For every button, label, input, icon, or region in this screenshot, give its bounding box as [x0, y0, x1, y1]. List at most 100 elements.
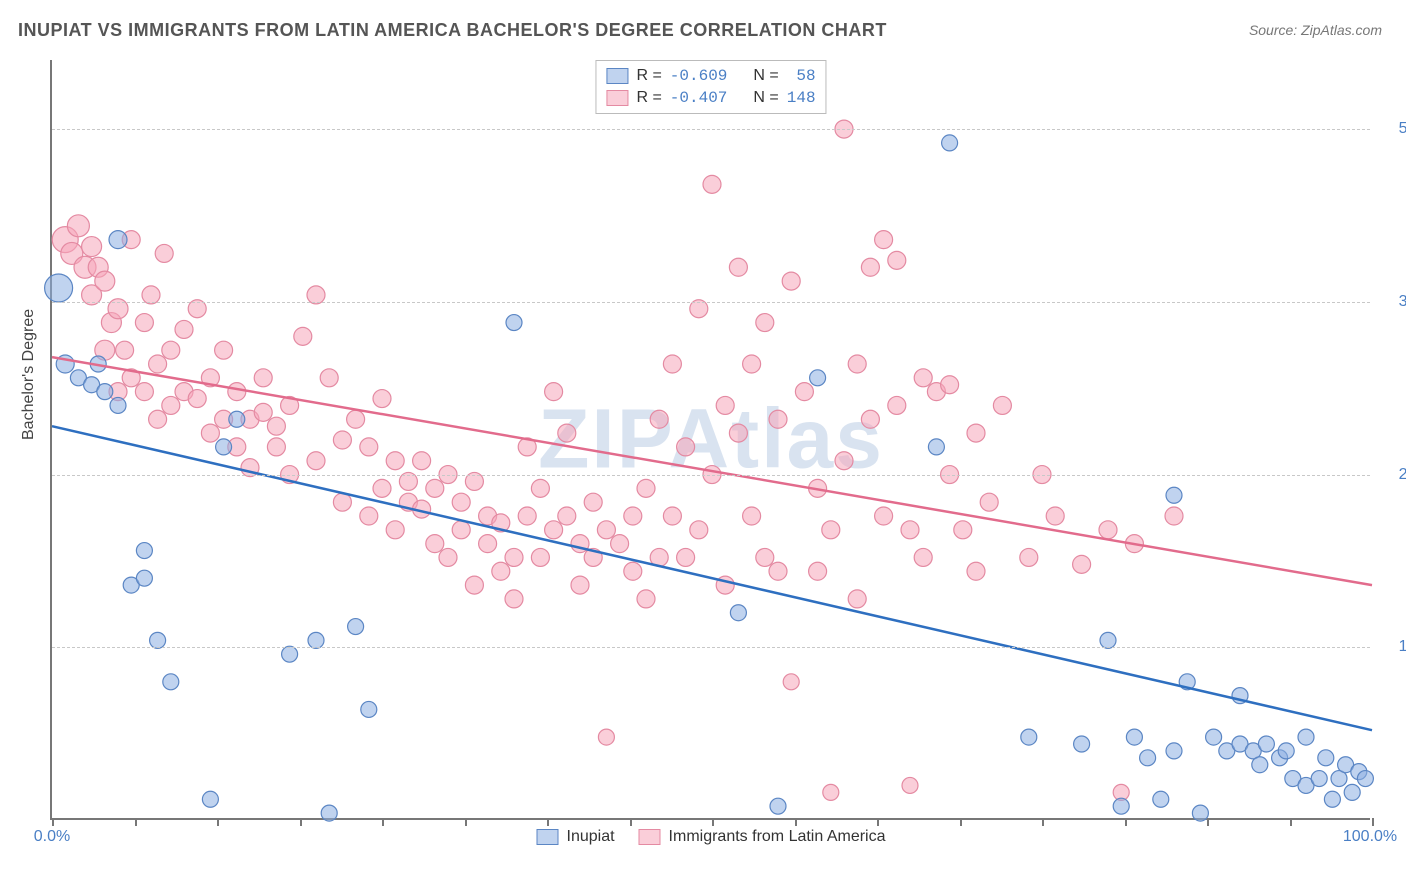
legend-item-inupiat: Inupiat — [537, 828, 615, 846]
scatter-point — [861, 258, 879, 276]
scatter-point — [861, 410, 879, 428]
scatter-point — [360, 438, 378, 456]
scatter-point — [163, 674, 179, 690]
gridline — [52, 647, 1370, 648]
scatter-point — [1318, 750, 1334, 766]
scatter-point — [1357, 771, 1373, 787]
scatter-point — [149, 410, 167, 428]
scatter-point — [770, 798, 786, 814]
scatter-point — [611, 535, 629, 553]
scatter-point — [637, 590, 655, 608]
scatter-point — [597, 521, 615, 539]
scatter-point — [624, 562, 642, 580]
x-tick — [300, 818, 302, 826]
x-tick — [465, 818, 467, 826]
n-label: N = — [753, 87, 778, 109]
scatter-point — [663, 355, 681, 373]
scatter-point — [690, 521, 708, 539]
y-tick-label: 37.5% — [1378, 293, 1406, 311]
x-tick — [382, 818, 384, 826]
y-tick-label: 50.0% — [1378, 120, 1406, 138]
scatter-point — [584, 493, 602, 511]
scatter-point — [452, 521, 470, 539]
scatter-point — [1140, 750, 1156, 766]
scatter-point — [637, 479, 655, 497]
scatter-point — [571, 576, 589, 594]
n-label: N = — [753, 65, 778, 87]
n-value-b: 148 — [787, 87, 816, 109]
scatter-point — [677, 438, 695, 456]
scatter-point — [1166, 743, 1182, 759]
scatter-point — [782, 272, 800, 290]
scatter-point — [333, 493, 351, 511]
scatter-point — [452, 493, 470, 511]
scatter-point — [1046, 507, 1064, 525]
scatter-point — [769, 410, 787, 428]
scatter-point — [426, 535, 444, 553]
swatch-immigrants — [606, 90, 628, 106]
scatter-point — [136, 543, 152, 559]
scatter-point — [267, 438, 285, 456]
scatter-point — [1074, 736, 1090, 752]
plot-area: ZIPAtlas R = -0.609 N = 58 R = -0.407 N … — [50, 60, 1370, 820]
scatter-point — [149, 355, 167, 373]
scatter-point — [677, 548, 695, 566]
x-tick — [1207, 818, 1209, 826]
scatter-point — [716, 396, 734, 414]
scatter-point — [663, 507, 681, 525]
scatter-point — [1073, 555, 1091, 573]
scatter-point — [980, 493, 998, 511]
scatter-point — [373, 390, 391, 408]
scatter-point — [967, 424, 985, 442]
scatter-point — [1165, 507, 1183, 525]
scatter-point — [188, 390, 206, 408]
gridline — [52, 302, 1370, 303]
scatter-point — [386, 521, 404, 539]
scatter-point — [347, 410, 365, 428]
x-tick — [52, 818, 54, 826]
x-tick — [1372, 818, 1374, 826]
x-tick — [135, 818, 137, 826]
scatter-point — [135, 314, 153, 332]
scatter-point — [109, 231, 127, 249]
scatter-point — [162, 341, 180, 359]
x-tick — [712, 818, 714, 826]
x-tick — [1125, 818, 1127, 826]
gridline — [52, 129, 1370, 130]
scatter-point — [294, 327, 312, 345]
scatter-point — [848, 590, 866, 608]
scatter-point — [373, 479, 391, 497]
scatter-point — [809, 562, 827, 580]
scatter-point — [202, 791, 218, 807]
scatter-point — [162, 396, 180, 414]
x-axis-max-label: 100.0% — [1343, 828, 1397, 846]
scatter-point — [1192, 805, 1208, 821]
scatter-point — [386, 452, 404, 470]
scatter-point — [783, 674, 799, 690]
scatter-point — [914, 548, 932, 566]
scatter-point — [730, 605, 746, 621]
scatter-point — [465, 576, 483, 594]
r-value-b: -0.407 — [670, 87, 728, 109]
scatter-point — [875, 507, 893, 525]
scatter-point — [479, 535, 497, 553]
scatter-point — [888, 396, 906, 414]
scatter-point — [116, 341, 134, 359]
scatter-point — [175, 320, 193, 338]
scatter-point — [426, 479, 444, 497]
y-axis-label: Bachelor's Degree — [20, 309, 38, 440]
scatter-point — [823, 784, 839, 800]
scatter-point — [1021, 729, 1037, 745]
x-tick — [1042, 818, 1044, 826]
scatter-point — [492, 562, 510, 580]
scatter-point — [1099, 521, 1117, 539]
scatter-point — [307, 452, 325, 470]
scatter-point — [506, 315, 522, 331]
scatter-point — [282, 646, 298, 662]
scatter-point — [1020, 548, 1038, 566]
scatter-point — [650, 410, 668, 428]
r-label: R = — [636, 65, 661, 87]
x-tick — [547, 818, 549, 826]
scatter-point — [1278, 743, 1294, 759]
scatter-point — [361, 701, 377, 717]
